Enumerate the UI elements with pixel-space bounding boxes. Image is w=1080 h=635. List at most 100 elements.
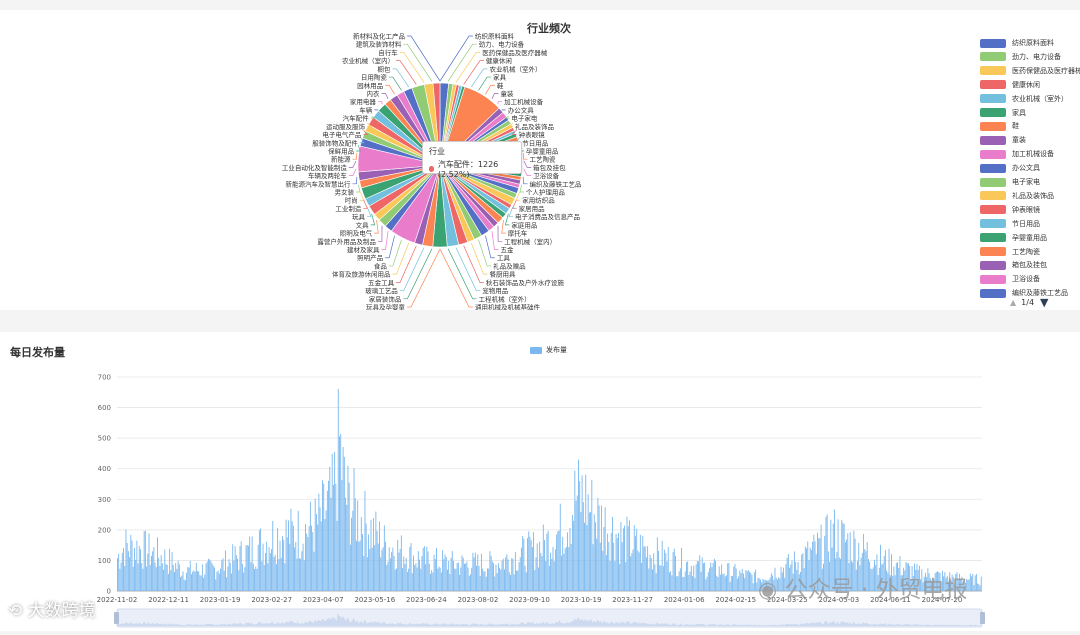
daily-bar[interactable]: [718, 577, 719, 591]
daily-bar[interactable]: [246, 545, 247, 591]
daily-bar[interactable]: [164, 549, 165, 591]
daily-bar[interactable]: [567, 532, 568, 591]
daily-bar[interactable]: [519, 562, 520, 591]
daily-bar[interactable]: [201, 576, 202, 591]
daily-bar[interactable]: [574, 471, 575, 591]
daily-bar[interactable]: [183, 571, 184, 591]
daily-bar[interactable]: [276, 564, 277, 591]
daily-bar[interactable]: [646, 557, 647, 591]
daily-bar[interactable]: [578, 460, 579, 591]
daily-bar[interactable]: [272, 521, 273, 591]
daily-bar[interactable]: [710, 563, 711, 591]
daily-bar[interactable]: [536, 557, 537, 591]
daily-bar[interactable]: [724, 573, 725, 591]
daily-bar[interactable]: [349, 483, 350, 591]
daily-bar[interactable]: [732, 576, 733, 591]
daily-bar[interactable]: [650, 555, 651, 591]
daily-bar[interactable]: [340, 434, 341, 591]
daily-bar[interactable]: [477, 554, 478, 591]
daily-bar[interactable]: [454, 569, 455, 591]
daily-bar[interactable]: [566, 547, 567, 591]
daily-bar[interactable]: [364, 491, 365, 591]
daily-bar[interactable]: [156, 567, 157, 591]
daily-bar[interactable]: [491, 556, 492, 591]
daily-bar[interactable]: [465, 564, 466, 591]
daily-bar[interactable]: [619, 564, 620, 591]
daily-bar[interactable]: [316, 514, 317, 591]
daily-bar[interactable]: [197, 571, 198, 591]
daily-bar[interactable]: [119, 569, 120, 591]
daily-bar[interactable]: [544, 540, 545, 591]
daily-bar[interactable]: [423, 548, 424, 591]
daily-bar[interactable]: [414, 565, 415, 591]
daily-bar[interactable]: [511, 558, 512, 591]
daily-bar[interactable]: [297, 559, 298, 591]
daily-bar[interactable]: [311, 526, 312, 591]
daily-bar[interactable]: [398, 552, 399, 591]
daily-bar[interactable]: [208, 559, 209, 591]
legend-item[interactable]: 孕婴童用品: [980, 231, 1047, 245]
daily-bar[interactable]: [644, 546, 645, 591]
daily-bar[interactable]: [661, 566, 662, 591]
daily-bar[interactable]: [625, 562, 626, 591]
daily-bar[interactable]: [583, 502, 584, 591]
daily-bar[interactable]: [736, 568, 737, 591]
daily-bar[interactable]: [447, 570, 448, 591]
daily-bar[interactable]: [403, 556, 404, 591]
daily-bar[interactable]: [721, 564, 722, 591]
daily-bar[interactable]: [557, 531, 558, 591]
daily-bar[interactable]: [294, 548, 295, 591]
daily-bar[interactable]: [651, 558, 652, 591]
daily-bar[interactable]: [684, 577, 685, 591]
daily-bar[interactable]: [361, 517, 362, 591]
daily-bar[interactable]: [504, 569, 505, 591]
daily-bar[interactable]: [545, 561, 546, 591]
daily-bar[interactable]: [226, 577, 227, 591]
daily-bar[interactable]: [413, 556, 414, 591]
daily-bar[interactable]: [133, 567, 134, 591]
daily-bar[interactable]: [303, 544, 304, 591]
daily-bar[interactable]: [338, 389, 339, 591]
daily-bar[interactable]: [309, 526, 310, 591]
daily-bar[interactable]: [346, 505, 347, 591]
daily-bar[interactable]: [287, 537, 288, 591]
daily-bar[interactable]: [425, 564, 426, 591]
legend-item[interactable]: 劲力、电力设备: [980, 50, 1061, 64]
daily-bar[interactable]: [125, 530, 126, 591]
daily-bar[interactable]: [715, 561, 716, 591]
daily-bar[interactable]: [345, 498, 346, 591]
daily-bar[interactable]: [562, 537, 563, 591]
daily-bar[interactable]: [265, 553, 266, 591]
daily-bar[interactable]: [670, 571, 671, 591]
daily-bar[interactable]: [635, 536, 636, 591]
daily-bar[interactable]: [645, 546, 646, 591]
daily-bar[interactable]: [141, 563, 142, 591]
daily-bar[interactable]: [483, 571, 484, 591]
daily-bar[interactable]: [314, 552, 315, 591]
daily-bar[interactable]: [699, 555, 700, 591]
daily-bar[interactable]: [589, 513, 590, 591]
daily-bar[interactable]: [472, 553, 473, 591]
daily-bar[interactable]: [438, 567, 439, 591]
daily-bar[interactable]: [705, 579, 706, 591]
daily-bar[interactable]: [515, 552, 516, 591]
daily-bar[interactable]: [249, 537, 250, 591]
daily-bar[interactable]: [677, 576, 678, 591]
daily-bar[interactable]: [358, 542, 359, 591]
daily-bar[interactable]: [298, 511, 299, 591]
daily-bar[interactable]: [212, 563, 213, 591]
daily-bar[interactable]: [328, 481, 329, 591]
daily-bar[interactable]: [503, 559, 504, 591]
daily-bar[interactable]: [310, 502, 311, 591]
daily-bar[interactable]: [184, 580, 185, 591]
daily-bar[interactable]: [392, 548, 393, 591]
daily-bar[interactable]: [714, 559, 715, 591]
daily-bar[interactable]: [497, 573, 498, 591]
daily-bar[interactable]: [261, 561, 262, 591]
daily-bar[interactable]: [600, 543, 601, 591]
legend-item[interactable]: 家具: [980, 106, 1026, 120]
daily-bar[interactable]: [628, 526, 629, 591]
daily-bar[interactable]: [247, 545, 248, 591]
daily-bar[interactable]: [158, 558, 159, 591]
daily-bar[interactable]: [563, 554, 564, 591]
